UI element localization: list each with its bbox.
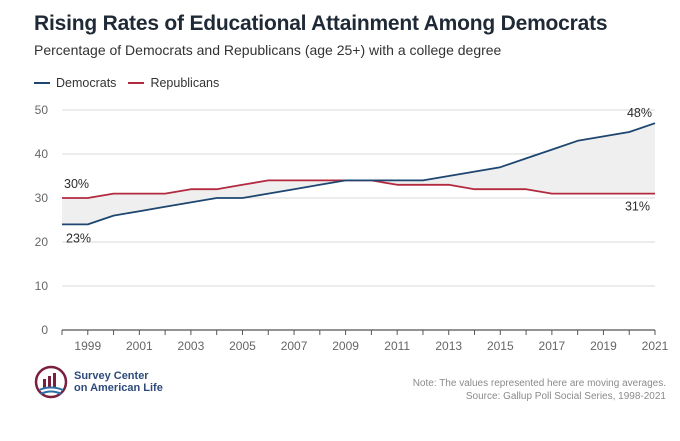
y-tick-label: 40: [35, 147, 49, 161]
y-tick-label: 50: [35, 103, 49, 117]
x-tick-label: 1999: [74, 339, 101, 353]
x-tick-label: 2017: [539, 339, 566, 353]
line-chart: 0 10 20 30 40 50 1999 2001 2003 2005 2007 2009 2011 2…: [35, 103, 669, 353]
legend-item-republicans: Republicans: [128, 76, 219, 90]
x-tick-label: 2007: [281, 339, 308, 353]
data-label: 48%: [627, 106, 652, 120]
logo-line-1: Survey Center: [74, 370, 149, 382]
legend: Democrats Republicans: [34, 76, 219, 90]
chart-title: Rising Rates of Educational Attainment A…: [34, 12, 608, 35]
y-tick-label: 0: [41, 323, 48, 337]
data-label: 31%: [625, 200, 650, 214]
logo-line-2: on American Life: [74, 382, 163, 394]
survey-center-logo: Survey Center on American Life: [34, 365, 163, 399]
x-tick-label: 2013: [435, 339, 462, 353]
legend-label-republicans: Republicans: [150, 76, 220, 90]
source-text: Source: Gallup Poll Social Series, 1998-…: [465, 391, 666, 402]
legend-swatch-democrats: [34, 82, 50, 84]
series-line-democrats: [62, 122, 656, 226]
y-tick-label: 30: [35, 191, 49, 205]
legend-swatch-republicans: [128, 82, 145, 84]
logo-text: Survey Center on American Life: [74, 370, 163, 394]
data-label: 30%: [64, 177, 89, 191]
y-tick-label: 20: [35, 235, 49, 249]
x-tick-label: 2021: [642, 339, 669, 353]
x-tick-label: 2011: [384, 339, 410, 353]
x-tick-label: 2009: [332, 339, 359, 353]
legend-item-democrats: Democrats: [34, 76, 116, 90]
x-tick-label: 2015: [487, 339, 514, 353]
note-text: Note: The values represented here are mo…: [412, 378, 666, 389]
legend-label-democrats: Democrats: [56, 76, 117, 90]
x-tick-label: 2019: [590, 339, 617, 353]
x-tick-label: 2001: [126, 339, 153, 353]
x-tick-label: 2003: [178, 339, 205, 353]
chart-notes: Note: The values represented here are mo…: [413, 377, 666, 403]
chart-subtitle: Percentage of Democrats and Republicans …: [34, 42, 502, 58]
y-tick-label: 10: [35, 279, 49, 293]
x-tick-label: 2005: [229, 339, 256, 353]
data-label: 23%: [66, 231, 91, 245]
logo-emblem-icon: [34, 365, 68, 399]
